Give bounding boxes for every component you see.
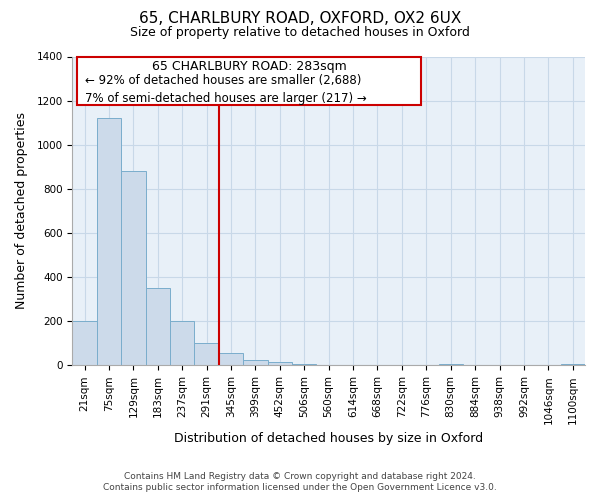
- Bar: [97, 118, 121, 366]
- Bar: [170, 321, 194, 366]
- Bar: [194, 344, 219, 365]
- Bar: [73, 321, 97, 366]
- X-axis label: Distribution of detached houses by size in Oxford: Distribution of detached houses by size …: [174, 432, 483, 445]
- Text: Contains HM Land Registry data © Crown copyright and database right 2024.: Contains HM Land Registry data © Crown c…: [124, 472, 476, 481]
- Bar: [560, 364, 585, 366]
- Bar: [292, 364, 316, 366]
- Y-axis label: Number of detached properties: Number of detached properties: [15, 112, 28, 310]
- Bar: [243, 360, 268, 366]
- Text: 65, CHARLBURY ROAD, OXFORD, OX2 6UX: 65, CHARLBURY ROAD, OXFORD, OX2 6UX: [139, 11, 461, 26]
- Bar: [439, 364, 463, 366]
- Bar: [219, 353, 243, 366]
- FancyBboxPatch shape: [77, 58, 421, 106]
- Text: Contains public sector information licensed under the Open Government Licence v3: Contains public sector information licen…: [103, 484, 497, 492]
- Text: 7% of semi-detached houses are larger (217) →: 7% of semi-detached houses are larger (2…: [85, 92, 367, 104]
- Bar: [121, 171, 146, 366]
- Text: ← 92% of detached houses are smaller (2,688): ← 92% of detached houses are smaller (2,…: [85, 74, 361, 87]
- Bar: [146, 288, 170, 366]
- Text: 65 CHARLBURY ROAD: 283sqm: 65 CHARLBURY ROAD: 283sqm: [152, 60, 347, 73]
- Text: Size of property relative to detached houses in Oxford: Size of property relative to detached ho…: [130, 26, 470, 39]
- Bar: [268, 362, 292, 366]
